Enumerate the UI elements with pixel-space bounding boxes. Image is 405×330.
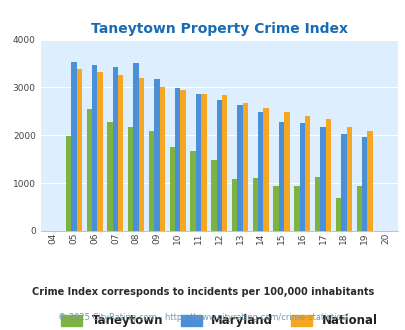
Legend: Taneytown, Maryland, National: Taneytown, Maryland, National bbox=[56, 310, 382, 330]
Bar bbox=[139, 78, 144, 231]
Bar bbox=[113, 67, 118, 231]
Bar bbox=[356, 185, 361, 231]
Bar bbox=[71, 62, 77, 231]
Bar bbox=[237, 105, 242, 231]
Bar bbox=[133, 63, 139, 231]
Bar bbox=[128, 127, 133, 231]
Bar bbox=[118, 76, 123, 231]
Bar bbox=[200, 94, 206, 231]
Text: Crime Index corresponds to incidents per 100,000 inhabitants: Crime Index corresponds to incidents per… bbox=[32, 287, 373, 297]
Bar bbox=[97, 72, 102, 231]
Bar bbox=[211, 160, 216, 231]
Bar bbox=[190, 150, 195, 231]
Bar bbox=[278, 122, 284, 231]
Bar bbox=[320, 127, 325, 231]
Bar bbox=[149, 130, 154, 231]
Bar bbox=[180, 90, 185, 231]
Bar bbox=[263, 108, 268, 231]
Bar bbox=[242, 103, 247, 231]
Bar bbox=[294, 185, 299, 231]
Bar bbox=[66, 136, 71, 231]
Bar bbox=[314, 177, 320, 231]
Bar bbox=[284, 112, 289, 231]
Bar bbox=[258, 112, 263, 231]
Bar bbox=[195, 94, 200, 231]
Bar bbox=[340, 134, 346, 231]
Bar bbox=[92, 65, 97, 231]
Bar bbox=[216, 100, 222, 231]
Bar bbox=[304, 116, 310, 231]
Bar bbox=[367, 131, 372, 231]
Bar bbox=[361, 137, 367, 231]
Bar bbox=[86, 109, 92, 231]
Bar bbox=[107, 122, 113, 231]
Text: © 2025 CityRating.com - https://www.cityrating.com/crime-statistics/: © 2025 CityRating.com - https://www.city… bbox=[58, 313, 347, 322]
Title: Taneytown Property Crime Index: Taneytown Property Crime Index bbox=[90, 22, 347, 36]
Bar bbox=[273, 185, 278, 231]
Bar bbox=[175, 88, 180, 231]
Bar bbox=[159, 87, 164, 231]
Bar bbox=[222, 95, 227, 231]
Bar bbox=[335, 197, 340, 231]
Bar bbox=[77, 69, 82, 231]
Bar bbox=[325, 118, 330, 231]
Bar bbox=[346, 127, 351, 231]
Bar bbox=[299, 123, 304, 231]
Bar bbox=[169, 147, 175, 231]
Bar bbox=[231, 179, 237, 231]
Bar bbox=[252, 178, 258, 231]
Bar bbox=[154, 79, 159, 231]
